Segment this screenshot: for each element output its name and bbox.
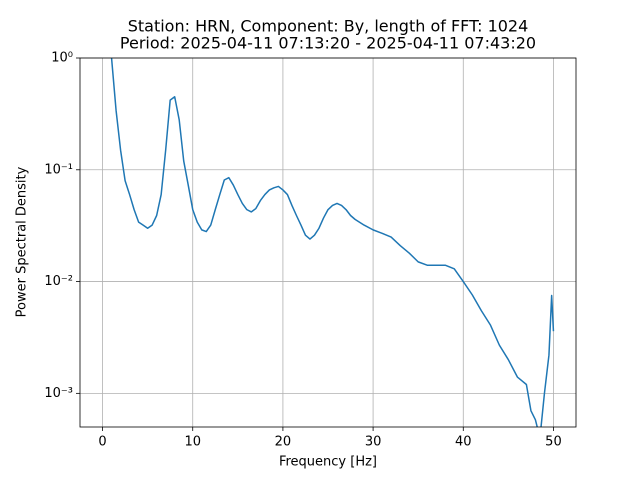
x-tick-label: 50 bbox=[545, 435, 562, 450]
plot-frame bbox=[79, 57, 577, 428]
psd-line bbox=[110, 58, 555, 427]
x-axis-label: Frequency [Hz] bbox=[279, 455, 377, 470]
x-tick-label: 30 bbox=[365, 435, 382, 450]
x-tick-label: 40 bbox=[455, 435, 472, 450]
y-axis-label: Power Spectral Density bbox=[15, 166, 30, 317]
x-tick-label: 10 bbox=[184, 435, 201, 450]
y-tick-label: 10⁻² bbox=[44, 274, 73, 289]
plot-area bbox=[110, 58, 555, 427]
x-tick-label: 20 bbox=[275, 435, 292, 450]
y-tick-label: 10⁻¹ bbox=[44, 162, 73, 177]
chart-subtitle: Period: 2025-04-11 07:13:20 - 2025-04-11… bbox=[120, 34, 536, 53]
y-tick-label: 10⁻³ bbox=[44, 386, 73, 401]
chart-title: Station: HRN, Component: By, length of F… bbox=[128, 17, 529, 36]
x-tick-label: 0 bbox=[98, 435, 106, 450]
y-tick-label: 10⁰ bbox=[51, 51, 73, 66]
